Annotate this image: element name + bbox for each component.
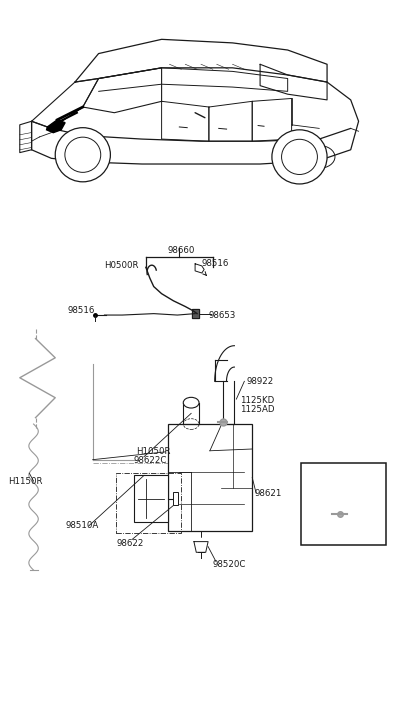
Text: 98520C: 98520C [212, 560, 245, 569]
Text: 98510A: 98510A [65, 521, 98, 531]
Bar [167, 424, 251, 531]
Text: 98660: 98660 [167, 246, 194, 255]
Text: 98516: 98516 [200, 259, 228, 268]
Text: 1125GB: 1125GB [310, 470, 347, 478]
Text: 98622C: 98622C [133, 456, 166, 465]
Ellipse shape [55, 128, 110, 182]
Ellipse shape [65, 137, 101, 172]
Polygon shape [192, 310, 198, 318]
Text: H0500R: H0500R [104, 261, 139, 270]
Ellipse shape [303, 145, 334, 168]
Text: 98622: 98622 [116, 539, 143, 547]
Text: 98621: 98621 [253, 489, 281, 498]
Polygon shape [47, 120, 65, 132]
Text: H1150R: H1150R [8, 477, 43, 486]
Ellipse shape [183, 398, 198, 408]
Bar [116, 473, 181, 533]
Bar [301, 463, 385, 545]
Text: H1050R: H1050R [136, 447, 170, 457]
Text: 98516: 98516 [67, 306, 94, 316]
Bar [134, 475, 167, 522]
Bar [173, 491, 178, 505]
Text: 98922: 98922 [246, 377, 273, 386]
Text: 1125AD: 1125AD [240, 405, 274, 414]
Ellipse shape [281, 140, 317, 174]
Text: 98653: 98653 [209, 310, 236, 320]
Ellipse shape [271, 130, 326, 184]
Text: 1125KD: 1125KD [240, 396, 274, 405]
